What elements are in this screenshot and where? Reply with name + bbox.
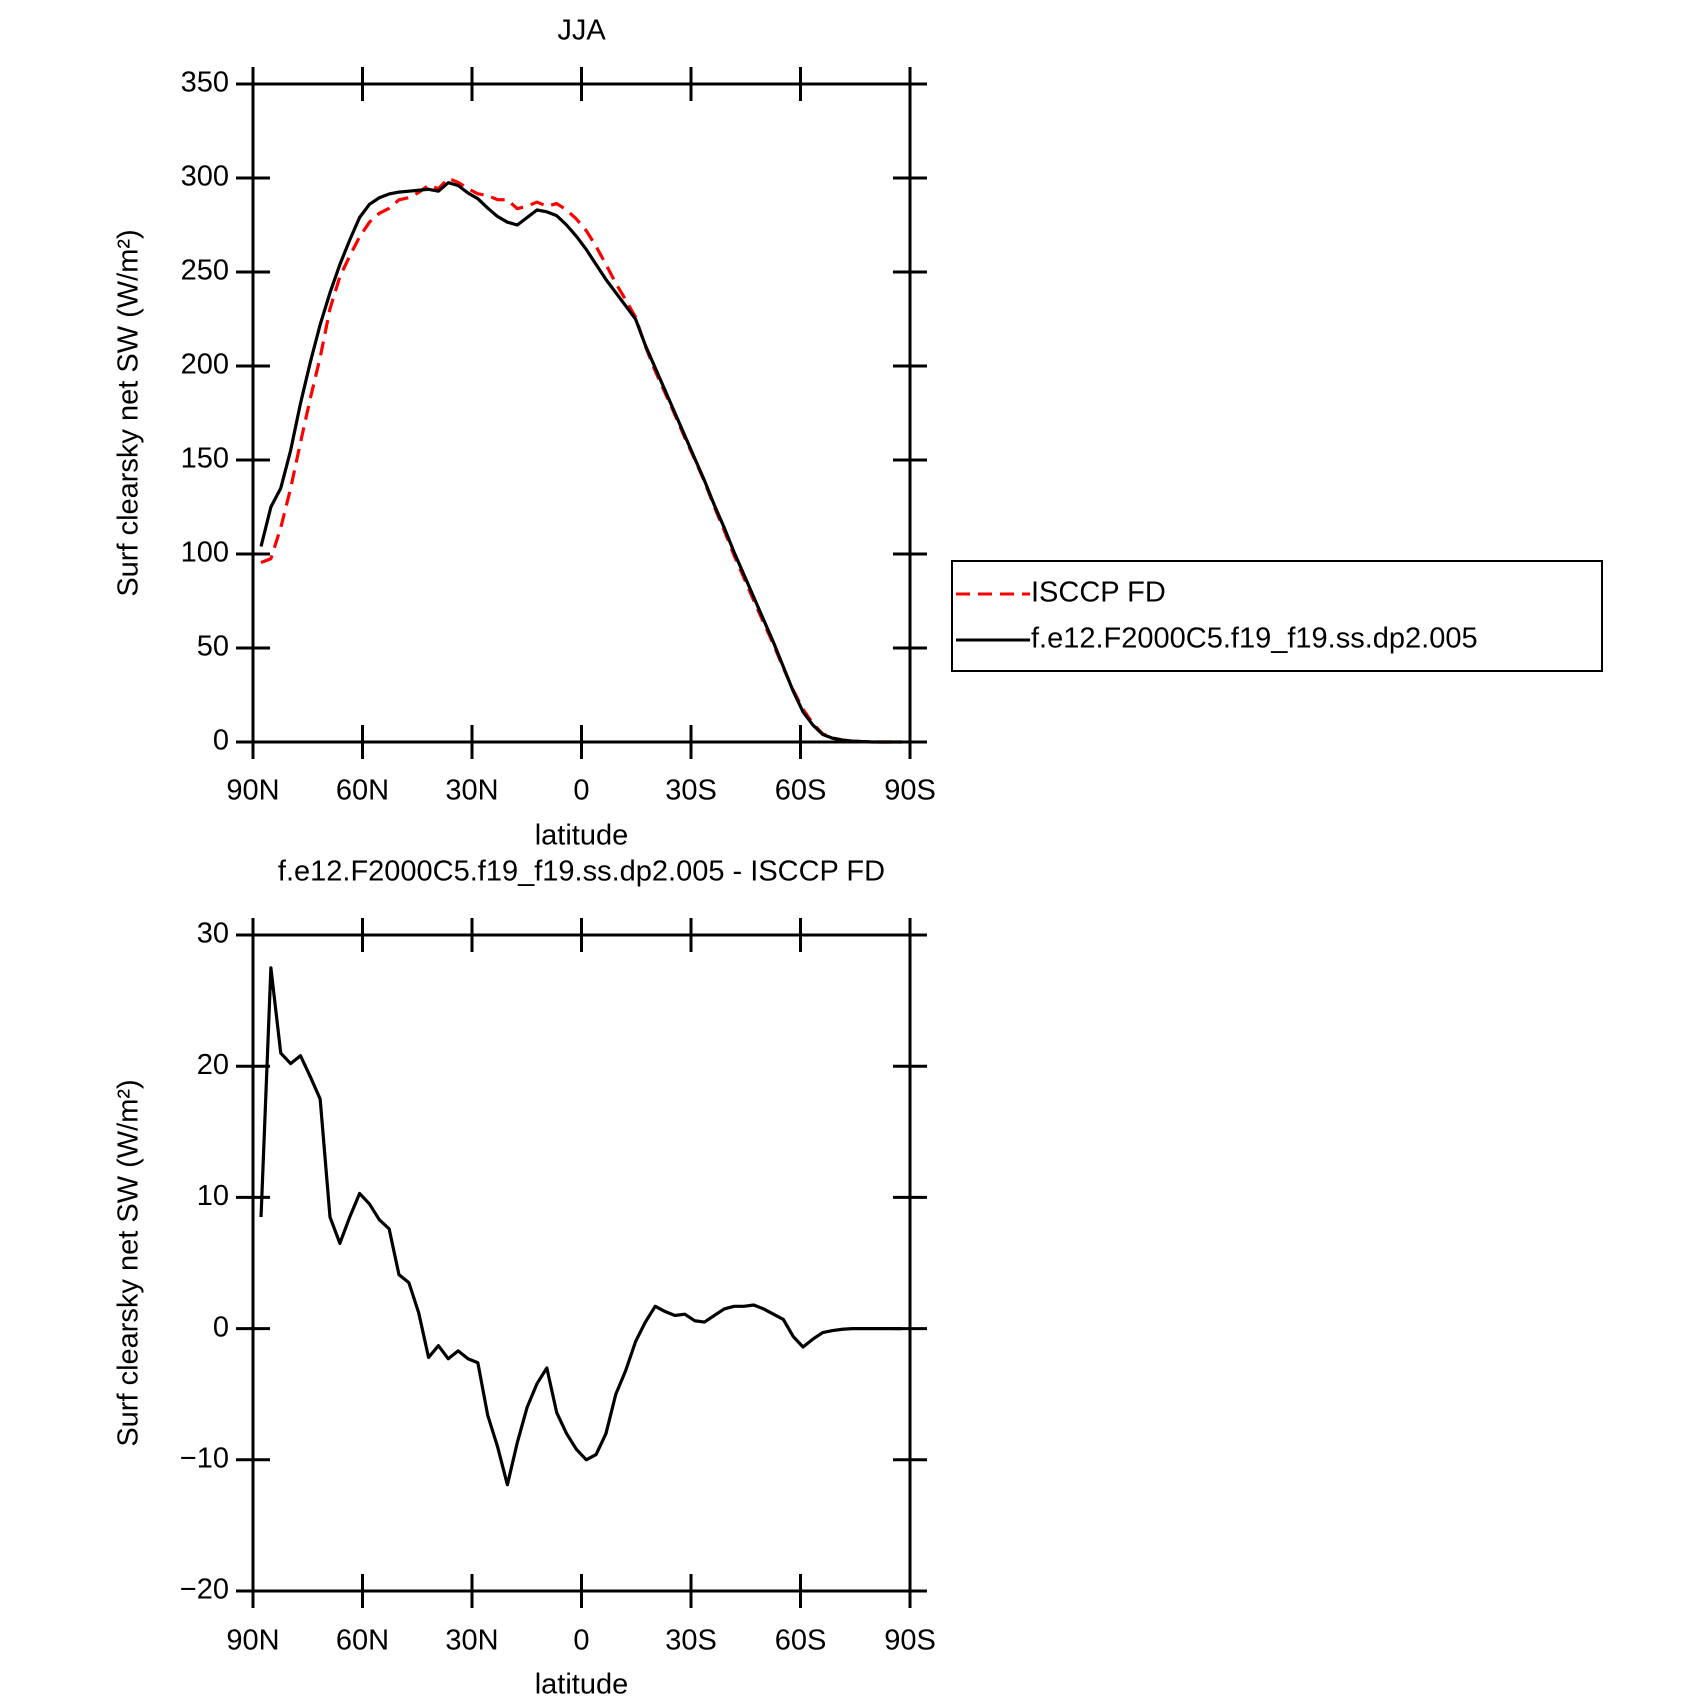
x-tick-label: 0 <box>573 775 589 807</box>
y-tick-label: 10 <box>197 1180 229 1212</box>
y-tick-label: 300 <box>181 161 229 193</box>
x-tick-label: 60N <box>336 1625 389 1657</box>
x-tick-label: 90N <box>226 775 279 807</box>
y-tick-label: 100 <box>181 537 229 569</box>
y-tick-label: −20 <box>180 1574 229 1606</box>
x-tick-label: 30S <box>665 775 717 807</box>
x-axis-label: latitude <box>535 820 629 852</box>
x-tick-label: 90S <box>884 775 936 807</box>
x-tick-label: 30N <box>445 775 498 807</box>
x-tick-label: 60S <box>775 775 827 807</box>
x-tick-label: 90N <box>226 1625 279 1657</box>
chart-title: f.e12.F2000C5.f19_f19.ss.dp2.005 - ISCCP… <box>278 856 885 888</box>
legend: ISCCP FD f.e12.F2000C5.f19_f19.ss.dp2.005 <box>951 560 1603 672</box>
y-axis-label: Surf clearsky net SW (W/m²) <box>113 1079 145 1446</box>
y-tick-label: 250 <box>181 255 229 287</box>
y-axis-label: Surf clearsky net SW (W/m²) <box>113 229 145 596</box>
x-tick-label: 30N <box>445 1625 498 1657</box>
x-tick-label: 60N <box>336 775 389 807</box>
data-line <box>259 181 902 744</box>
y-tick-label: 30 <box>197 918 229 950</box>
chart: f.e12.F2000C5.f19_f19.ss.dp2.005 - ISCCP… <box>113 856 936 1701</box>
chart-title: JJA <box>557 15 606 47</box>
plot-frame <box>251 82 912 744</box>
y-tick-label: 200 <box>181 349 229 381</box>
legend-label: f.e12.F2000C5.f19_f19.ss.dp2.005 <box>1031 623 1478 655</box>
x-tick-label: 60S <box>775 1625 827 1657</box>
y-tick-label: 350 <box>181 67 229 99</box>
y-tick-label: 50 <box>197 631 229 663</box>
y-tick-label: −10 <box>180 1442 229 1474</box>
x-tick-label: 30S <box>665 1625 717 1657</box>
data-line <box>260 176 902 744</box>
y-tick-label: 20 <box>197 1049 229 1081</box>
x-axis-label: latitude <box>535 1669 629 1701</box>
y-tick-label: 150 <box>181 443 229 475</box>
x-tick-label: 0 <box>573 1625 589 1657</box>
data-line <box>259 966 902 1487</box>
legend-box <box>951 560 1603 672</box>
y-tick-label: 0 <box>213 725 229 757</box>
x-tick-label: 90S <box>884 1625 936 1657</box>
legend-label: ISCCP FD <box>1031 577 1166 609</box>
chart: JJA latitude Surf clearsky net SW (W/m²) 0 5… <box>113 15 1603 852</box>
plot-frame <box>251 933 912 1593</box>
y-tick-label: 0 <box>213 1311 229 1343</box>
